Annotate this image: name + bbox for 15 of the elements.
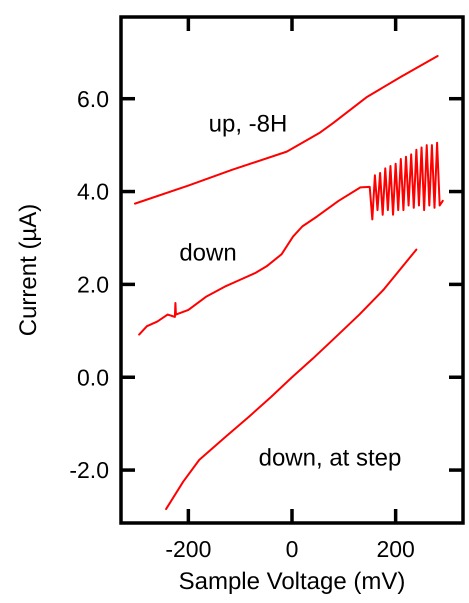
- x-axis-title: Sample Voltage (mV): [178, 568, 406, 595]
- x-tick-label: 200: [376, 536, 415, 562]
- y-tick-label: -2.0: [69, 457, 109, 484]
- line-series: [134, 54, 439, 205]
- y-tick-label: 0.0: [77, 364, 109, 390]
- series-label: down, at step: [258, 444, 402, 472]
- y-tick-label: 2.0: [77, 271, 109, 298]
- y-tick-label: 6.0: [77, 86, 109, 112]
- series-label: down: [179, 239, 237, 266]
- y-tick-label: 4.0: [77, 178, 109, 205]
- line-series: [138, 142, 444, 336]
- x-tick-label: -200: [165, 536, 212, 562]
- y-axis-title: Current (µA): [15, 204, 42, 336]
- x-tick-label: 0: [286, 536, 298, 562]
- series-label: up, -8H: [208, 110, 288, 138]
